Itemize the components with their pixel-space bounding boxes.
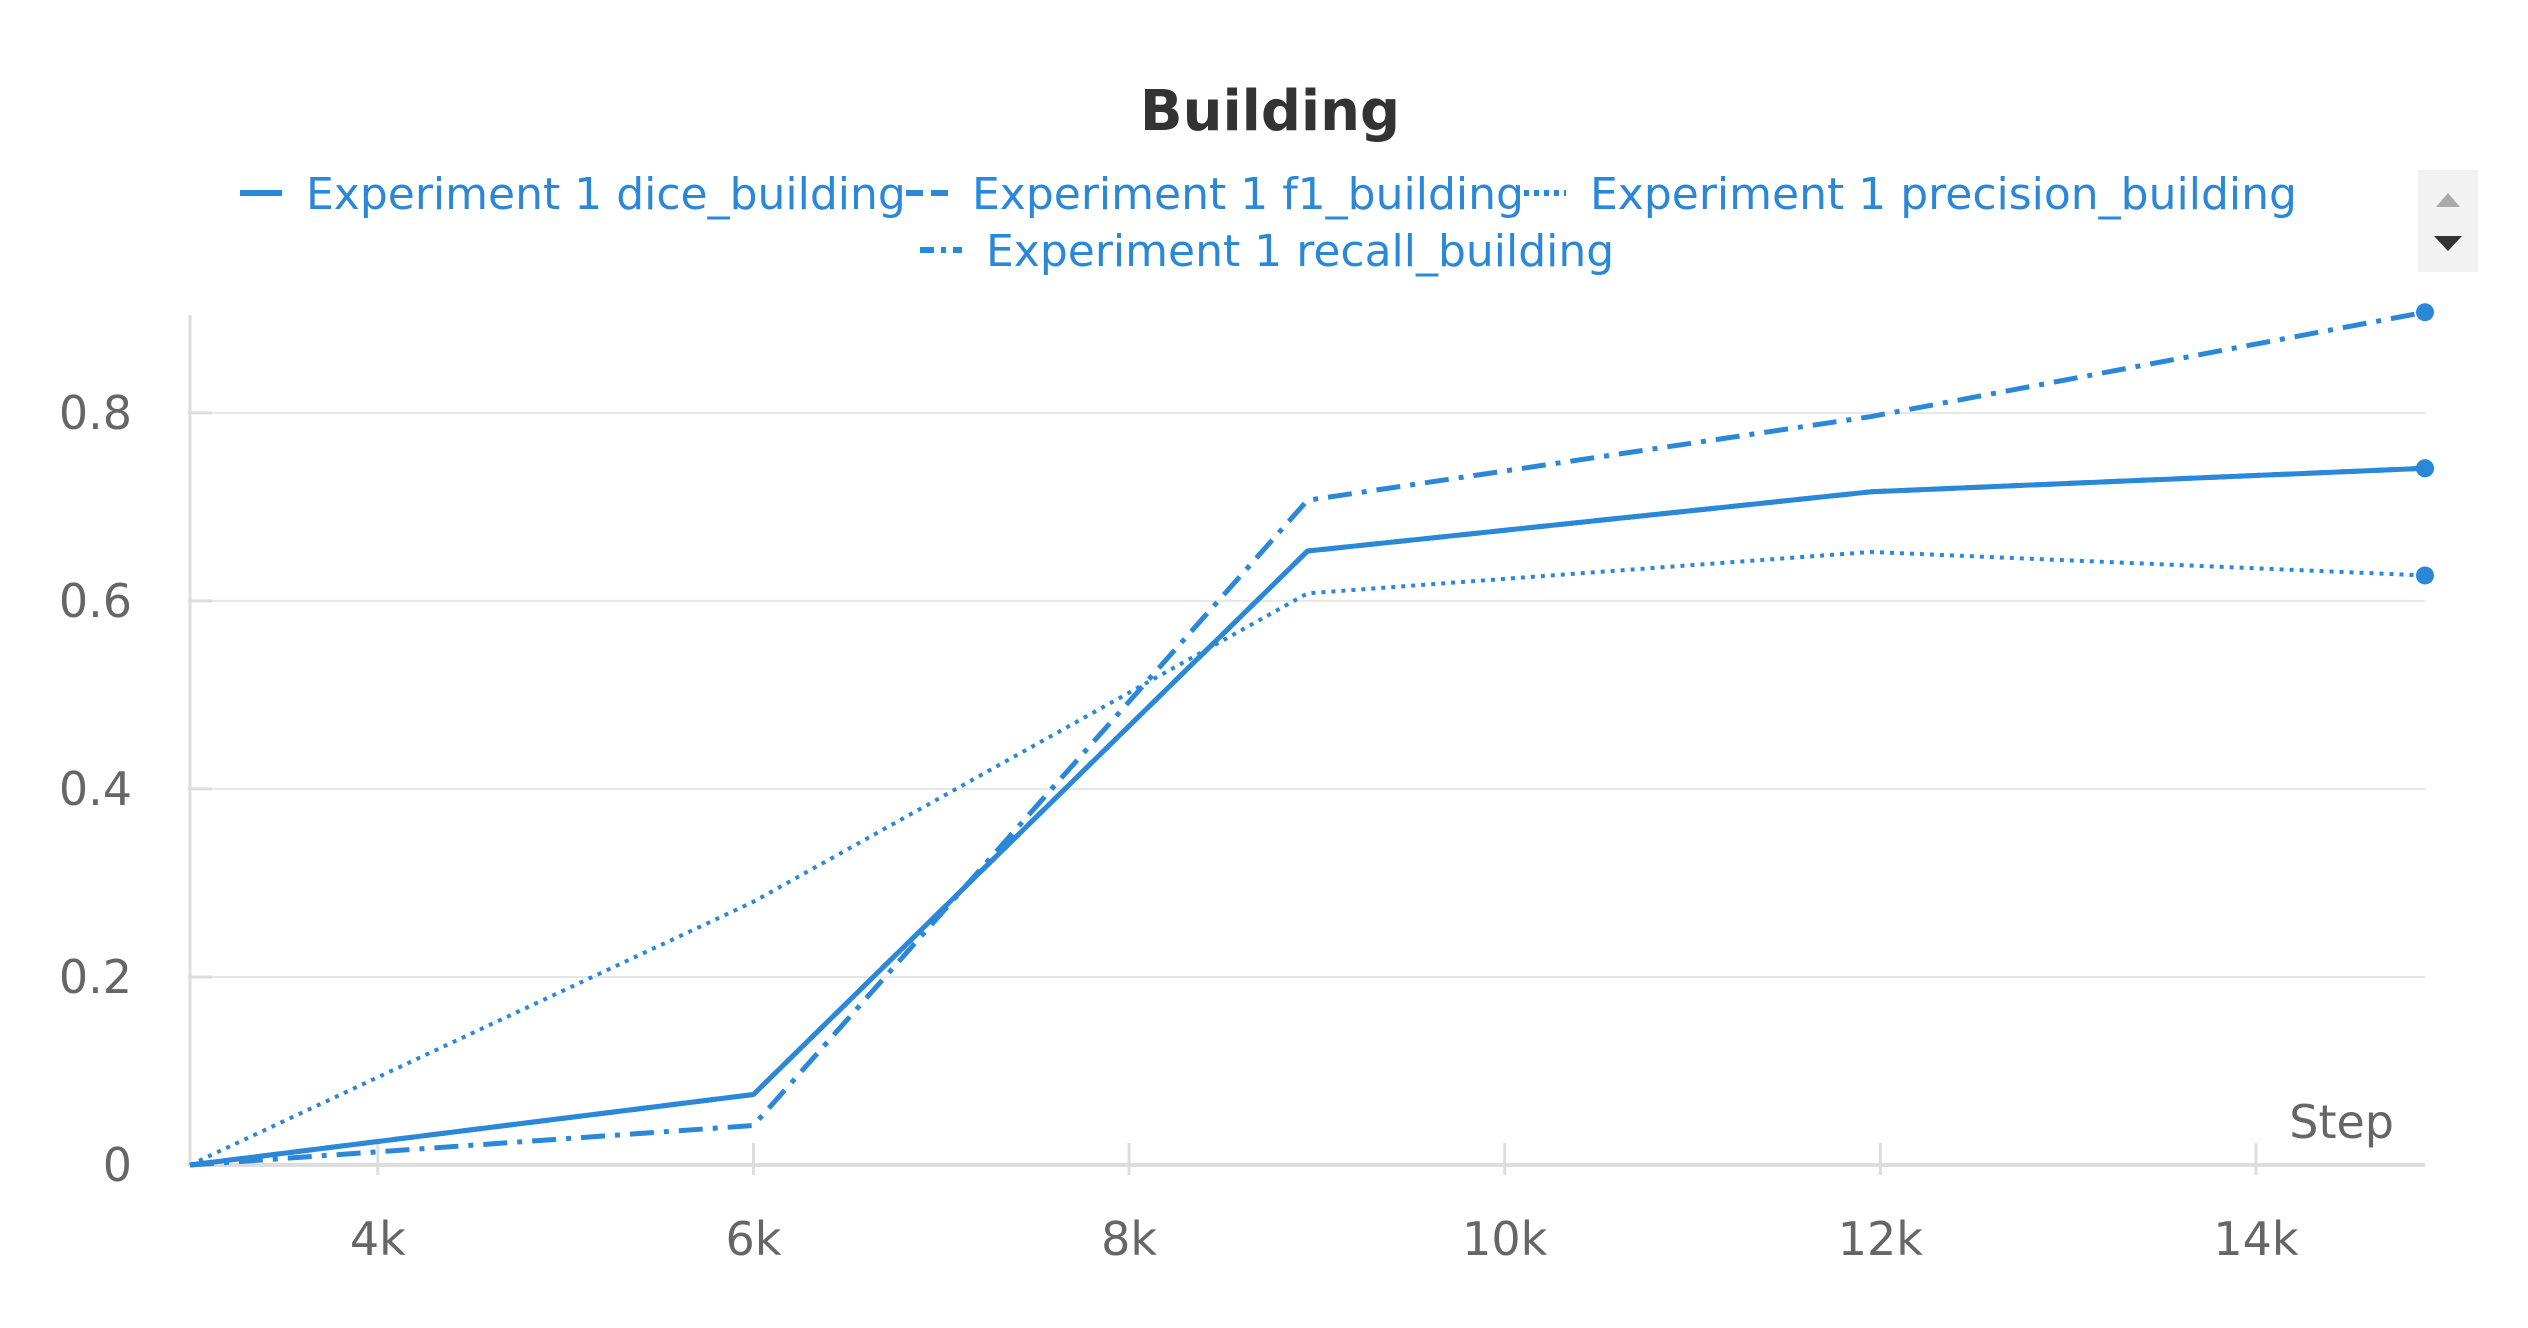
x-axis-label: Step — [2289, 1095, 2394, 1149]
series-line — [189, 465, 2426, 1168]
y-tick-label: 0.2 — [59, 950, 132, 1004]
y-axis-ticks: 0 0.2 0.4 0.6 0.8 — [59, 386, 212, 1192]
chart-title: Building — [1140, 79, 1400, 144]
grid — [190, 411, 2425, 978]
x-tick-label: 10k — [1462, 1212, 1548, 1266]
legend-scroll-down-icon[interactable] — [2434, 236, 2462, 251]
series-line — [189, 465, 2426, 1168]
legend: Experiment 1 dice_building Experiment 1 f… — [240, 169, 2297, 277]
legend-scroll-up-icon[interactable] — [2436, 193, 2460, 207]
x-tick-label: 12k — [1838, 1212, 1924, 1266]
x-tick-label: 6k — [725, 1212, 781, 1266]
legend-label[interactable]: Experiment 1 recall_building — [986, 226, 1614, 277]
x-tick-label: 14k — [2213, 1212, 2299, 1266]
series-line — [189, 309, 2426, 1168]
legend-label[interactable]: Experiment 1 dice_building — [306, 169, 906, 220]
y-tick-label: 0.4 — [59, 762, 132, 816]
x-axis-ticks: 4k 6k 8k 10k 12k 14k — [350, 1143, 2299, 1266]
series-endpoint — [2416, 566, 2434, 585]
series-endpoint — [2416, 303, 2434, 322]
x-tick-label: 8k — [1101, 1212, 1157, 1266]
series-line — [189, 549, 2426, 1167]
legend-label[interactable]: Experiment 1 precision_building — [1590, 169, 2297, 220]
legend-scroll-track — [2418, 170, 2478, 272]
legend-label[interactable]: Experiment 1 f1_building — [972, 169, 1524, 220]
x-tick-label: 4k — [350, 1212, 406, 1266]
series-endpoint — [2416, 459, 2434, 478]
legend-scroll — [2418, 170, 2478, 272]
series-layer — [189, 303, 2434, 1168]
y-tick-label: 0.6 — [59, 574, 132, 628]
y-tick-label: 0.8 — [59, 386, 132, 440]
axes — [188, 315, 2425, 1167]
y-tick-label: 0 — [103, 1138, 132, 1192]
